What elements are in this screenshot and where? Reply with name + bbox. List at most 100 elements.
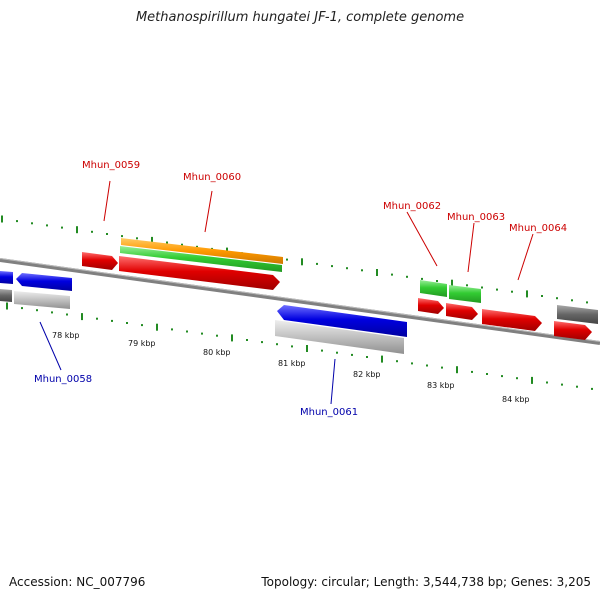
minor-tick [106, 233, 108, 235]
gene-label-mhun-0063[interactable]: Mhun_0063 [447, 212, 505, 223]
major-tick [531, 376, 533, 384]
gene-mhun-0060[interactable] [119, 256, 280, 290]
minor-tick [501, 375, 503, 378]
major-tick [6, 302, 8, 310]
minor-tick [66, 313, 68, 316]
major-tick [76, 226, 78, 234]
minor-tick [591, 387, 593, 390]
gene-label-mhun-0059[interactable]: Mhun_0059 [82, 160, 140, 171]
minor-tick [126, 322, 128, 324]
minor-tick [586, 301, 588, 304]
minor-tick [481, 286, 483, 289]
major-tick [81, 313, 83, 321]
gene-feature[interactable] [420, 280, 447, 297]
major-tick [156, 323, 158, 331]
minor-tick [111, 319, 113, 322]
minor-tick [186, 330, 188, 333]
minor-tick [166, 241, 168, 244]
minor-tick [571, 299, 573, 302]
minor-tick [91, 230, 93, 233]
minor-tick [541, 295, 543, 297]
gene-label-mhun-0058[interactable]: Mhun_0058 [34, 374, 92, 385]
scale-label: 84 kbp [502, 395, 530, 404]
minor-tick [576, 385, 578, 388]
minor-tick [286, 258, 288, 261]
gene-feature[interactable] [557, 305, 598, 324]
gene-mhun-0062[interactable] [418, 298, 444, 314]
minor-tick [496, 288, 498, 291]
major-tick [526, 290, 528, 298]
minor-tick [196, 245, 198, 248]
minor-tick [436, 280, 438, 282]
gene-label-mhun-0064[interactable]: Mhun_0064 [509, 223, 567, 234]
minor-tick [46, 224, 48, 227]
minor-tick [51, 311, 53, 314]
major-tick [451, 279, 453, 287]
leader-line [406, 211, 438, 267]
minor-tick [36, 309, 38, 312]
gene-feature[interactable] [554, 321, 592, 340]
gene-label-mhun-0061[interactable]: Mhun_0061 [300, 407, 358, 418]
minor-tick [276, 343, 278, 346]
minor-tick [361, 269, 363, 272]
tick-row-outer [1, 215, 588, 304]
minor-tick [411, 362, 413, 365]
gene-feature[interactable] [14, 291, 70, 309]
gene-feature[interactable] [0, 289, 12, 302]
minor-tick [16, 220, 18, 223]
minor-tick [466, 284, 468, 287]
gene-mhun-0061[interactable] [277, 305, 407, 337]
scale-label: 80 kbp [203, 348, 231, 357]
gene-feature[interactable] [0, 271, 13, 284]
scale-label: 82 kbp [353, 370, 381, 379]
minor-tick [441, 366, 443, 369]
gene-feature[interactable] [449, 285, 481, 303]
map-title: Methanospirillum hungatei JF-1, complete… [135, 10, 465, 25]
genome-summary-text: Topology: circular; Length: 3,544,738 bp… [261, 575, 591, 589]
leader-line [204, 190, 213, 233]
minor-tick [561, 383, 563, 386]
minor-tick [396, 360, 398, 363]
minor-tick [556, 297, 558, 300]
major-tick [1, 215, 3, 223]
minor-tick [331, 265, 333, 268]
minor-tick [21, 307, 23, 310]
scale-label: 79 kbp [128, 339, 156, 348]
minor-tick [321, 349, 323, 352]
gene-mhun-0063[interactable] [446, 303, 478, 320]
minor-tick [181, 243, 183, 246]
major-tick [381, 355, 383, 363]
genome-backbone-highlight [0, 258, 600, 342]
genome-backbone [0, 258, 600, 345]
minor-tick [406, 275, 408, 278]
major-tick [376, 269, 378, 276]
minor-tick [96, 317, 98, 320]
scale-label: 81 kbp [278, 359, 306, 368]
minor-tick [391, 273, 393, 276]
leader-line [517, 233, 534, 281]
minor-tick [351, 353, 353, 356]
minor-tick [426, 364, 428, 367]
leader-line [103, 180, 111, 222]
minor-tick [291, 345, 293, 348]
major-tick [456, 366, 458, 374]
leader-line [330, 358, 336, 405]
leader-line [467, 222, 475, 273]
minor-tick [346, 267, 348, 270]
scale-label: 78 kbp [52, 331, 80, 340]
minor-tick [421, 277, 423, 280]
gene-mhun-0058[interactable] [16, 273, 72, 291]
gene-feature[interactable] [121, 238, 283, 264]
minor-tick [511, 290, 513, 293]
gene-feature[interactable] [275, 320, 404, 354]
gene-feature[interactable] [120, 246, 282, 272]
gene-label-mhun-0062[interactable]: Mhun_0062 [383, 201, 441, 212]
gene-mhun-0064[interactable] [482, 309, 542, 331]
minor-tick [31, 222, 33, 225]
gene-label-mhun-0060[interactable]: Mhun_0060 [183, 172, 241, 183]
gene-mhun-0059[interactable] [82, 252, 118, 270]
minor-tick [61, 226, 63, 229]
minor-tick [516, 377, 518, 380]
minor-tick [216, 334, 218, 337]
